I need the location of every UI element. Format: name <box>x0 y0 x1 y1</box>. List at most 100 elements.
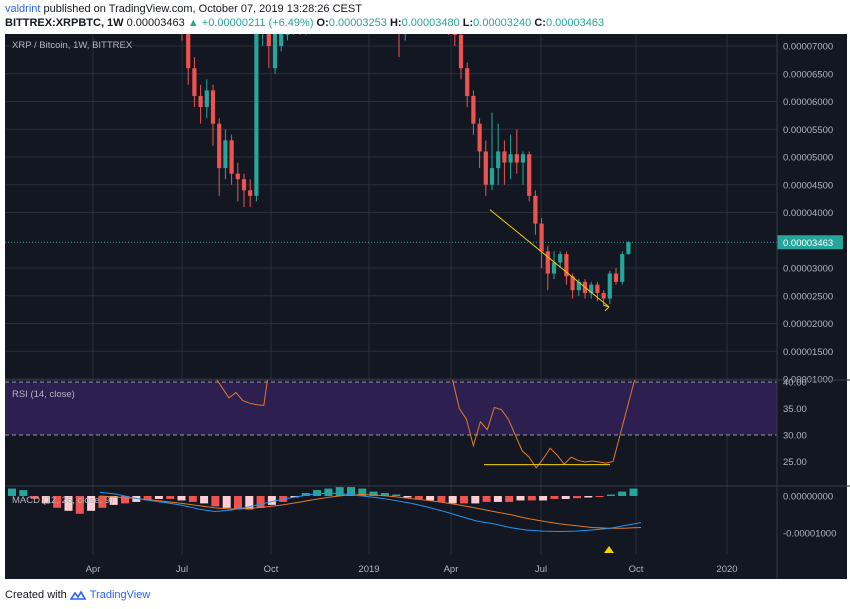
time-tick-label: Oct <box>264 564 279 575</box>
macd-histogram-bar <box>200 496 209 504</box>
rsi-line <box>216 380 636 469</box>
publish-text: published on TradingView.com, October 07… <box>43 3 362 15</box>
time-tick-label: Apr <box>86 564 101 575</box>
macd-histogram-bar <box>8 488 16 496</box>
tradingview-logo-icon <box>69 589 86 600</box>
macd-histogram-bar <box>301 493 310 496</box>
time-tick-label: 2019 <box>358 564 379 575</box>
macd-histogram-bar <box>369 491 378 496</box>
macd-histogram-bar <box>256 496 265 508</box>
time-axis-background <box>5 554 777 579</box>
macd-histogram-bar <box>516 496 525 501</box>
macd-histogram-bar <box>471 496 480 504</box>
price-change: +0.00000211 (+6.49%) <box>201 17 314 29</box>
macd-histogram-bar <box>222 496 231 508</box>
macd-histogram-bar <box>403 496 412 498</box>
time-tick-label: Jul <box>176 564 188 575</box>
macd-histogram-bar <box>347 487 355 496</box>
created-with-text: Created with <box>5 589 67 601</box>
macd-histogram-bar <box>448 496 457 504</box>
candle-body <box>626 242 631 255</box>
candle-body <box>217 123 222 169</box>
candle-body <box>607 273 612 299</box>
macd-histogram-bar <box>234 496 242 510</box>
time-tick-label: Oct <box>629 564 644 575</box>
candle-body <box>589 284 594 293</box>
current-price-label: 0.00003463 <box>783 238 833 249</box>
trading-chart[interactable]: 0.00007000 0.00006500 0.00006000 0.00005500… <box>0 34 850 579</box>
candle-body <box>520 154 526 163</box>
macd-histogram-bar <box>267 496 276 505</box>
rsi-tick-label: 40.00 <box>783 378 807 389</box>
candle-body <box>272 34 278 69</box>
ohlc-bar: BITTREX:XRPBTC, 1W 0.00003463 ▲ +0.00000… <box>5 17 605 29</box>
candle-body <box>235 173 240 180</box>
macd-histogram-bar <box>75 496 84 514</box>
macd-histogram-bar <box>324 488 333 496</box>
macd-tick-label: 0.00000000 <box>783 492 833 503</box>
macd-histogram-bar <box>460 496 468 504</box>
candle-body <box>514 154 519 163</box>
author-link[interactable]: valdrint <box>5 3 41 15</box>
chart-background <box>5 34 777 554</box>
macd-tick-label: -0.00001000 <box>783 529 836 540</box>
candle-body <box>545 251 550 274</box>
macd-histogram-bar <box>87 496 96 511</box>
time-tick-label: Apr <box>444 564 459 575</box>
macd-histogram-bar <box>188 496 197 502</box>
macd-histogram-bar <box>426 496 435 501</box>
macd-histogram-bar <box>109 496 118 505</box>
high-value: 0.00003480 <box>401 17 460 29</box>
candle-body <box>508 154 513 163</box>
macd-histogram-bar <box>573 496 581 499</box>
macd-signal-line <box>99 494 642 529</box>
macd-histogram-bar <box>53 496 62 508</box>
rsi-tick-label: 35.00 <box>783 404 807 415</box>
macd-histogram-bar <box>358 488 367 496</box>
price-tick-label: 0.00002500 <box>783 291 833 302</box>
candle-body <box>192 68 197 96</box>
candle-body <box>248 190 253 196</box>
candle-body <box>502 151 507 163</box>
candle-body <box>496 151 501 169</box>
trendline-arrow-icon <box>602 304 610 312</box>
macd-histogram-bar <box>30 496 39 499</box>
close-value: 0.00003463 <box>545 17 605 29</box>
publish-info: valdrint published on TradingView.com, O… <box>5 3 362 15</box>
candle-body <box>241 179 247 191</box>
candle-body <box>198 95 203 108</box>
macd-histogram-bar <box>595 496 604 497</box>
tradingview-brand-link[interactable]: TradingView <box>89 589 151 601</box>
macd-histogram-bar <box>121 496 129 504</box>
up-arrow-icon: ▲ <box>187 17 199 29</box>
macd-histogram-bar <box>245 496 254 510</box>
candle-body <box>279 34 284 46</box>
macd-histogram-bar <box>143 496 152 501</box>
macd-histogram-bar <box>414 496 423 499</box>
candle-body <box>489 168 495 185</box>
rsi-band <box>5 382 777 435</box>
low-value: 0.00003240 <box>473 17 532 29</box>
candle-body <box>204 90 209 108</box>
candle-body <box>266 34 271 46</box>
candle-body <box>458 34 464 69</box>
candle-body <box>483 151 488 185</box>
candle-body <box>570 276 575 291</box>
macd-histogram-bar <box>335 487 344 496</box>
macd-histogram-bar <box>313 490 322 496</box>
candle-body <box>471 95 476 124</box>
price-tick-label: 0.00006000 <box>783 97 833 108</box>
candle-body <box>452 34 457 35</box>
macd-histogram-bar <box>527 496 536 501</box>
candle-body <box>229 140 234 174</box>
macd-histogram-bar <box>584 496 593 498</box>
price-tick-label: 0.00002000 <box>783 319 833 330</box>
macd-line <box>99 491 642 533</box>
footer: Created with TradingView <box>5 589 150 601</box>
macd-histogram-bar <box>618 491 627 496</box>
macd-histogram-bar <box>98 496 107 508</box>
price-tick-label: 0.00004500 <box>783 180 833 191</box>
last-price: 0.00003463 <box>126 17 185 29</box>
macd-histogram-bar <box>550 496 559 499</box>
rsi-tick-label: 30.00 <box>783 431 807 442</box>
